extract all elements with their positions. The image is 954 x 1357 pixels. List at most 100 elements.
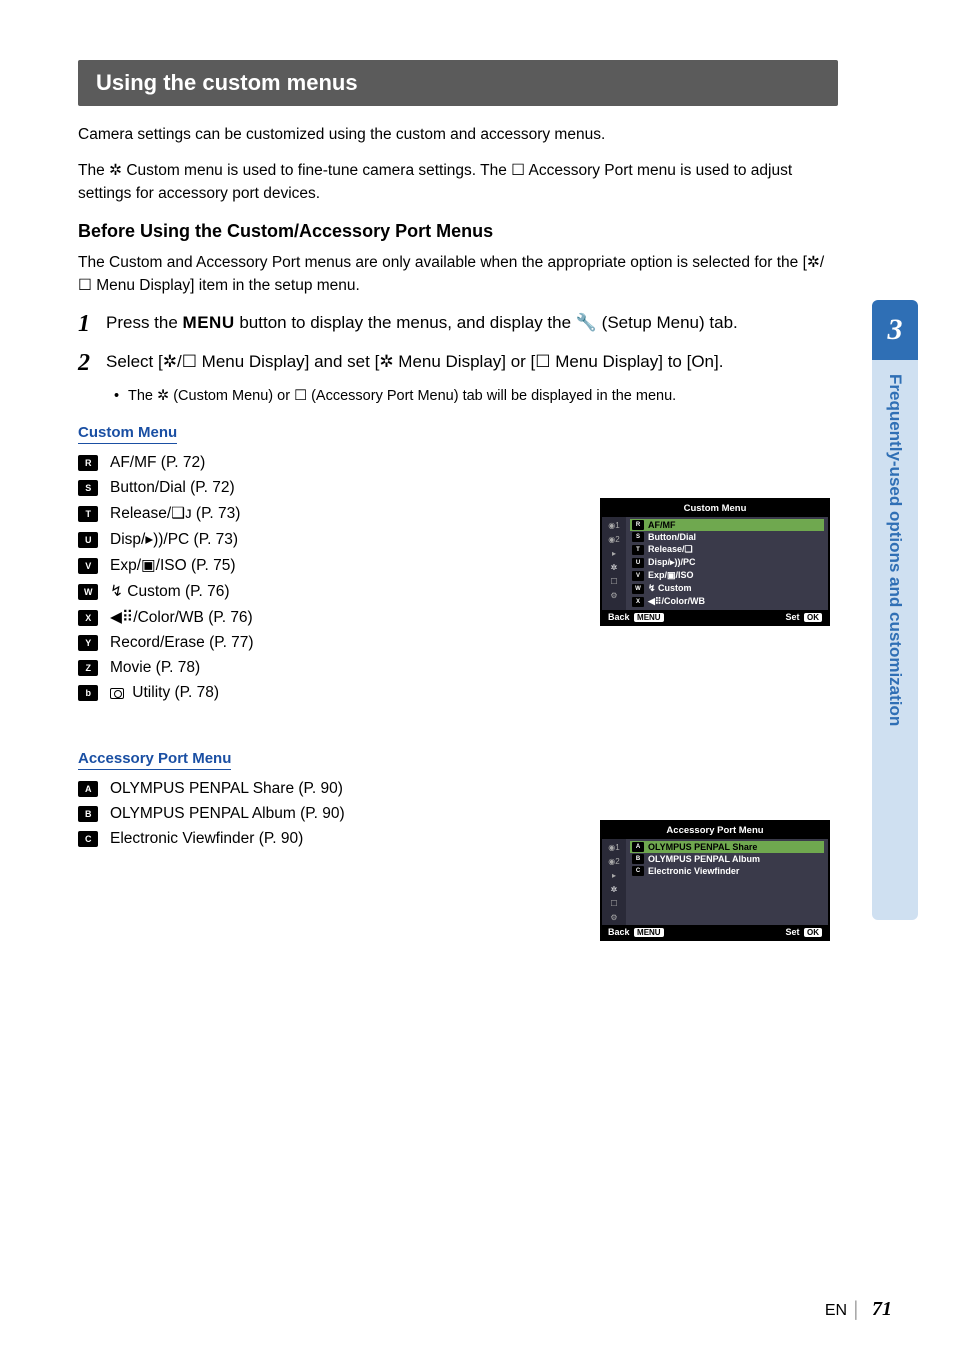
row-text: ↯ Custom [648,583,692,594]
panel-row: VExp/▣/ISO [630,569,824,582]
panel-row: R AF/MF [630,519,824,531]
text: button to display the menus, and display… [235,313,576,332]
panel-row: B OLYMPUS PENPAL Album [630,853,824,865]
list-item: X◀⠿/Color/WB (P. 76) [78,608,548,627]
tab-icon: ◉2 [605,533,623,545]
panel-footer: Back MENU Set OK [602,925,828,939]
row-text: ◀⠿/Color/WB [648,596,705,607]
list-item: RAF/MF (P. 72) [78,454,548,472]
set-label: Set OK [785,927,822,937]
para-menu-availability: The Custom and Accessory Port menus are … [78,252,838,297]
wrench-icon: 🔧 [576,313,597,332]
list-item: U Disp/▸))/PC (P. 73) [78,530,548,549]
panel-footer: Back MENU Set OK [602,610,828,624]
item-badge: S [78,480,98,496]
row-badge: R [632,520,644,530]
list-item: A OLYMPUS PENPAL Share (P. 90) [78,780,548,798]
panel-title: Accessory Port Menu [602,822,828,839]
text: Menu Display] or [ [394,352,536,371]
item-badge: Z [78,660,98,676]
item-text: OLYMPUS PENPAL Share (P. 90) [110,780,343,798]
row-text: Button/Dial [648,532,696,542]
row-text: Exp/▣/ISO [648,570,694,581]
intro-line-1: Camera settings can be customized using … [78,124,838,146]
list-item: VExp/▣/ISO (P. 75) [78,556,548,575]
row-text: AF/MF [648,520,676,530]
tab-icon: ▸ [605,869,623,881]
panel-row: S Button/Dial [630,531,824,543]
ok-tag: OK [804,613,822,622]
tab-icon: ⚙ [605,589,623,601]
text: The ✲ (Custom Menu) or ☐ (Accessory Port… [128,388,676,404]
panel-rows: AOLYMPUS PENPAL ShareBOLYMPUS PENPAL Alb… [626,839,828,925]
back-label: Back MENU [608,612,664,622]
row-text: OLYMPUS PENPAL Share [648,842,757,852]
item-badge: A [78,781,98,797]
row-text: Electronic Viewfinder [648,866,739,876]
gear-icon: ✲ [163,352,177,371]
text: (Setup Menu) tab. [597,313,738,332]
gear-icon: ✲ [109,162,122,179]
panel-row: W ↯ Custom [630,582,824,595]
row-badge: B [632,854,644,864]
text: The [128,388,157,404]
list-item: S Button/Dial (P. 72) [78,479,548,497]
accessory-icon: ☐ [294,388,307,404]
text: Select [ [106,352,163,371]
item-badge: U [78,532,98,548]
item-badge: T [78,506,98,522]
item-badge: R [78,455,98,471]
panel-body: ◉1◉2▸✲☐⚙ RAF/MFSButton/DialTRelease/❑UDi… [602,517,828,610]
list-item: YRecord/Erase (P. 77) [78,634,548,652]
item-badge: B [78,806,98,822]
accessory-menu-list: A OLYMPUS PENPAL Share (P. 90) B OLYMPUS PE… [78,780,548,848]
item-badge: W [78,584,98,600]
list-item: W ↯ Custom (P. 76) [78,582,548,601]
section-title: Using the custom menus [78,60,838,106]
panel-rows: R AF/MF S Button/Dial T Release/❑ U Disp/▸))/PC… [626,517,828,610]
panel-row: T Release/❑ [630,543,824,556]
custom-menu-heading: Custom Menu [78,424,177,444]
tab-icon: ☐ [605,897,623,909]
row-badge: S [632,532,644,542]
ok-tag: OK [804,928,822,937]
item-text: Utility (P. 78) [110,684,219,702]
set-label: Set OK [785,612,822,622]
row-text: Release/❑ [648,544,693,555]
row-badge: W [632,584,644,594]
accessory-port-heading: Accessory Port Menu [78,750,231,770]
text: The [78,162,109,179]
item-text: ↯ Custom (P. 76) [110,582,230,601]
item-text: Button/Dial (P. 72) [110,479,235,497]
text: Menu Display] and set [ [197,352,379,371]
accessory-icon: ☐ [511,162,525,179]
text: Set [785,612,799,622]
item-text: Disp/▸))/PC (P. 73) [110,530,238,549]
panel-title: Custom Menu [602,500,828,517]
tab-icon: ✲ [605,561,623,573]
list-item: ZMovie (P. 78) [78,659,548,677]
divider: │ [852,1302,862,1319]
tab-icon: ☐ [605,575,623,587]
panel-row: U Disp/▸))/PC [630,556,824,569]
item-text: OLYMPUS PENPAL Album (P. 90) [110,805,345,823]
accessory-port-panel: Accessory Port Menu ◉1◉2▸✲☐⚙ AOLYMPUS PE… [600,820,830,941]
item-badge: b [78,685,98,701]
chapter-title: Frequently-used options and customizatio… [872,360,918,920]
tab-icon: ⚙ [605,911,623,923]
page-number: 71 [872,1298,892,1320]
text: (Custom Menu) or [169,388,294,404]
row-text: Disp/▸))/PC [648,557,696,568]
step-text: Press the MENU button to display the men… [106,311,738,335]
panel-row: CElectronic Viewfinder [630,865,824,877]
tab-icon: ✲ [605,883,623,895]
row-badge: T [632,545,644,555]
step-number: 2 [78,350,106,376]
row-text: OLYMPUS PENPAL Album [648,854,760,864]
item-badge: X [78,610,98,626]
custom-menu-panel: Custom Menu ◉1◉2▸✲☐⚙ RAF/MFSButton/DialT… [600,498,830,626]
item-badge: Y [78,635,98,651]
chapter-number: 3 [872,300,918,360]
item-text: Electronic Viewfinder (P. 90) [110,830,303,848]
row-badge: U [632,558,644,568]
